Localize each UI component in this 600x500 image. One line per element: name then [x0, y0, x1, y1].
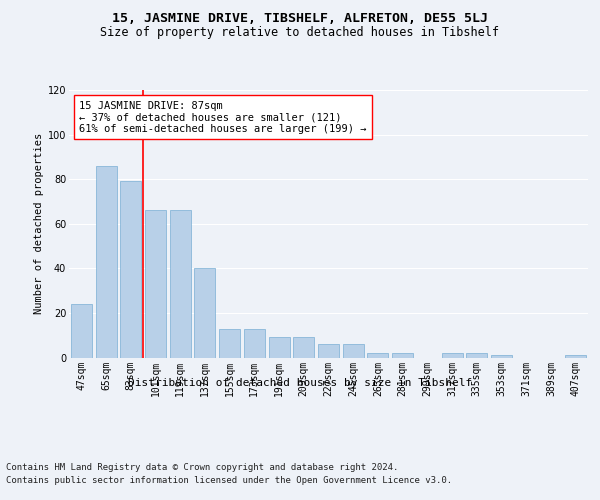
Bar [491, 356, 512, 358]
Text: Size of property relative to detached houses in Tibshelf: Size of property relative to detached ho… [101, 26, 499, 39]
Bar [95, 166, 116, 358]
Bar [170, 210, 191, 358]
Bar [71, 304, 92, 358]
Bar [269, 338, 290, 357]
Bar [145, 210, 166, 358]
Bar [392, 353, 413, 358]
Bar [565, 356, 586, 358]
Text: Distribution of detached houses by size in Tibshelf: Distribution of detached houses by size … [128, 378, 472, 388]
Bar [466, 353, 487, 358]
Bar [367, 353, 388, 358]
Text: 15 JASMINE DRIVE: 87sqm
← 37% of detached houses are smaller (121)
61% of semi-d: 15 JASMINE DRIVE: 87sqm ← 37% of detache… [79, 100, 367, 134]
Bar [244, 328, 265, 358]
Bar [194, 268, 215, 358]
Y-axis label: Number of detached properties: Number of detached properties [34, 133, 44, 314]
Bar [318, 344, 339, 358]
Bar [120, 182, 141, 358]
Text: Contains HM Land Registry data © Crown copyright and database right 2024.: Contains HM Land Registry data © Crown c… [6, 462, 398, 471]
Bar [293, 338, 314, 357]
Bar [219, 328, 240, 358]
Bar [442, 353, 463, 358]
Text: Contains public sector information licensed under the Open Government Licence v3: Contains public sector information licen… [6, 476, 452, 485]
Text: 15, JASMINE DRIVE, TIBSHELF, ALFRETON, DE55 5LJ: 15, JASMINE DRIVE, TIBSHELF, ALFRETON, D… [112, 12, 488, 26]
Bar [343, 344, 364, 358]
